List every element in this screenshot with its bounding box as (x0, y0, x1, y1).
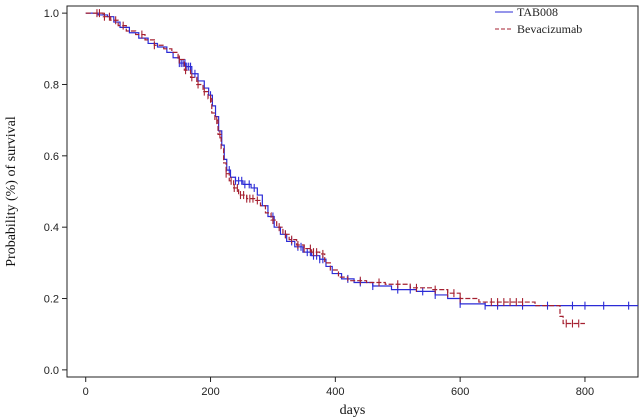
x-tick-label: 600 (451, 386, 469, 398)
y-tick-label: 0.6 (44, 151, 59, 163)
x-axis: 0 200 400 600 800 (83, 377, 594, 398)
legend: TAB008 Bevacizumab (495, 5, 582, 36)
y-tick-label: 0.4 (44, 222, 59, 234)
x-axis-label: days (340, 403, 366, 418)
plot-area (66, 5, 639, 378)
survival-curve-bevacizumab (85, 12, 585, 325)
plot-frame (66, 5, 639, 378)
x-tick-label: 200 (201, 386, 219, 398)
survival-curve-tab008 (85, 12, 638, 307)
series-bevacizumab (85, 9, 585, 328)
y-tick-label: 0.2 (44, 294, 59, 306)
series-tab008 (85, 12, 638, 310)
legend-label-bevacizumab: Bevacizumab (517, 22, 582, 36)
y-tick-label: 0.0 (44, 365, 59, 377)
y-tick-label: 0.8 (44, 79, 59, 91)
x-tick-label: 400 (326, 386, 344, 398)
x-tick-label: 0 (83, 386, 89, 398)
x-tick-label: 800 (576, 386, 594, 398)
y-axis: 0.0 0.2 0.4 0.6 0.8 1.0 (44, 8, 67, 377)
y-tick-label: 1.0 (44, 8, 59, 20)
legend-label-tab008: TAB008 (517, 5, 558, 19)
y-axis-label: Probability (%) of survival (4, 116, 19, 267)
series-layer (85, 9, 638, 328)
